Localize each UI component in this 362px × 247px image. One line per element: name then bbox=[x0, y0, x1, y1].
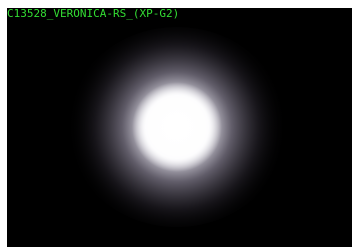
hotspot bbox=[129, 82, 225, 172]
caption: C13528_VERONICA-RS_(XP-G2) bbox=[7, 7, 179, 20]
beam-shot: C13528_VERONICA-RS_(XP-G2) bbox=[0, 0, 362, 247]
page: C13528_VERONICA-RS_(XP-G2) (() => { cons… bbox=[0, 0, 362, 247]
